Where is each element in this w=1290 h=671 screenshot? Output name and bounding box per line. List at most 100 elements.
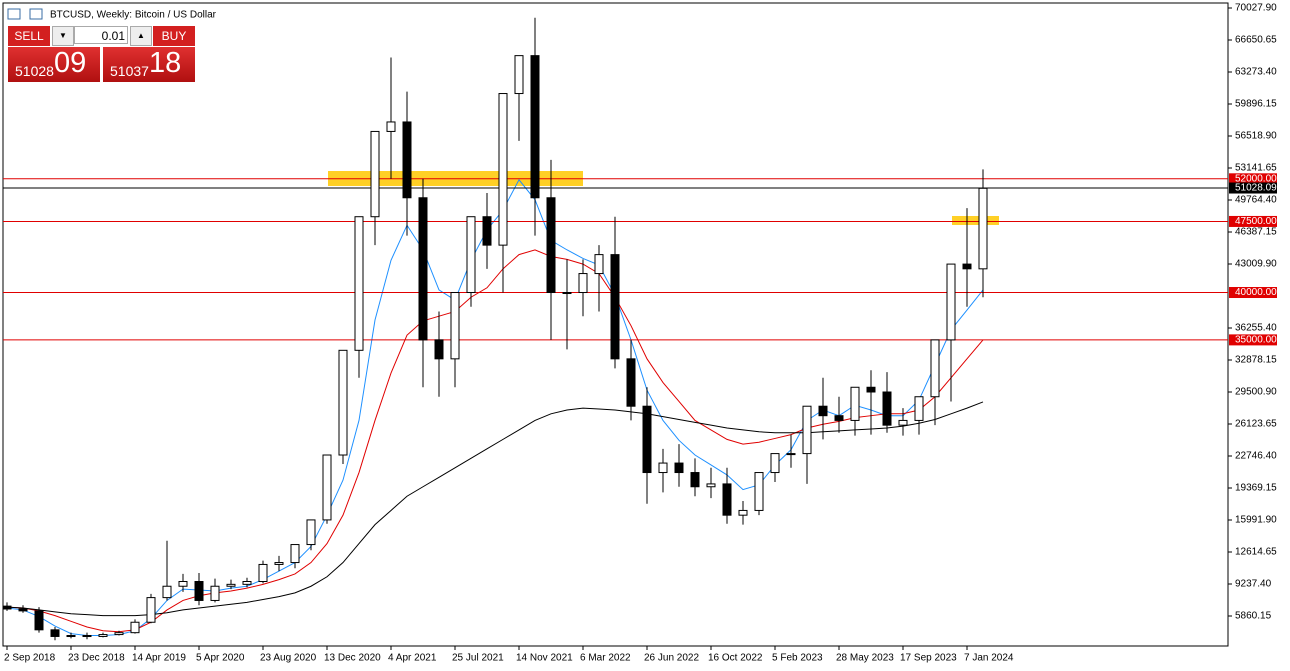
y-tick-label: 43009.90 — [1235, 259, 1277, 270]
candle-body — [898, 419, 908, 426]
x-tick-label: 13 Dec 2020 — [324, 653, 381, 664]
candle-body — [290, 544, 300, 564]
bid-main: 51028 — [15, 63, 54, 79]
candle-body — [594, 254, 604, 275]
candle-body — [754, 472, 764, 511]
y-tick-label: 63273.40 — [1235, 67, 1277, 78]
x-tick-label: 7 Jan 2024 — [964, 653, 1014, 664]
x-tick-label: 23 Dec 2018 — [68, 653, 125, 664]
x-tick-label: 23 Aug 2020 — [260, 653, 317, 664]
candle-body — [498, 93, 508, 246]
candle-body — [706, 483, 716, 488]
y-tick-label: 9237.40 — [1235, 579, 1272, 590]
buy-button[interactable]: BUY — [153, 26, 195, 46]
candle-body — [546, 197, 556, 294]
ask-main: 51037 — [110, 63, 149, 79]
x-tick-label: 4 Apr 2021 — [388, 653, 437, 664]
level-tag — [1229, 287, 1277, 299]
candle-body — [658, 462, 668, 474]
level-label: 47500.00 — [1235, 216, 1277, 227]
y-tick-label: 36255.40 — [1235, 323, 1277, 334]
candle-body — [562, 292, 572, 295]
increase-button[interactable]: ▲ — [130, 26, 152, 46]
candle-body — [98, 634, 108, 637]
y-tick-label: 53141.65 — [1235, 163, 1277, 174]
y-tick-label: 49764.40 — [1235, 195, 1277, 206]
ask-big: 18 — [149, 47, 182, 79]
level-label: 52000.00 — [1235, 173, 1277, 184]
y-tick-label: 26123.65 — [1235, 419, 1277, 430]
candle-body — [722, 483, 732, 516]
candle-body — [674, 462, 684, 474]
candle-body — [514, 55, 524, 95]
candle-body — [834, 415, 844, 421]
candle-body — [146, 597, 156, 623]
chart-icon[interactable] — [29, 8, 43, 20]
y-tick-label: 32878.15 — [1235, 355, 1277, 366]
sell-price[interactable]: 51028 09 — [8, 47, 100, 82]
x-tick-label: 2 Sep 2018 — [4, 653, 56, 664]
decrease-button[interactable]: ▼ — [52, 26, 74, 46]
candle-body — [450, 292, 460, 360]
x-tick-label: 5 Apr 2020 — [196, 653, 245, 664]
level-tag — [1229, 173, 1277, 185]
x-tick-label: 16 Oct 2022 — [708, 653, 763, 664]
y-tick-label: 22746.40 — [1235, 451, 1277, 462]
sell-button[interactable]: SELL — [8, 26, 50, 46]
x-tick-label: 17 Sep 2023 — [900, 653, 957, 664]
y-tick-label: 66650.65 — [1235, 35, 1277, 46]
x-tick-label: 6 Mar 2022 — [580, 653, 631, 664]
candle-body — [2, 605, 12, 610]
y-tick-label: 46387.15 — [1235, 227, 1277, 238]
moving-average — [6, 401, 984, 617]
x-tick-label: 14 Apr 2019 — [132, 653, 186, 664]
candle-body — [690, 472, 700, 488]
x-tick-label: 14 Nov 2021 — [516, 653, 573, 664]
candle-body — [610, 254, 620, 360]
candle-body — [530, 55, 540, 199]
moving-average — [6, 249, 984, 633]
candle-body — [274, 562, 284, 565]
menu-icon[interactable] — [7, 8, 21, 20]
candle-body — [962, 263, 972, 270]
candle-body — [818, 405, 828, 417]
y-tick-label: 29500.90 — [1235, 387, 1277, 398]
candle-body — [82, 635, 92, 638]
candle-body — [162, 585, 172, 599]
candle-body — [242, 581, 252, 585]
buy-price[interactable]: 51037 18 — [103, 47, 195, 82]
candle-body — [258, 563, 268, 583]
candle-body — [914, 396, 924, 421]
candle-body — [178, 581, 188, 587]
candle-body — [50, 629, 60, 637]
candle-body — [210, 585, 220, 601]
candle-body — [626, 358, 636, 407]
x-tick-label: 26 Jun 2022 — [644, 653, 699, 664]
candle-body — [482, 216, 492, 246]
volume-input[interactable]: 0.01 — [74, 26, 128, 44]
candle-body — [354, 216, 364, 351]
candle-body — [642, 405, 652, 474]
candle-body — [930, 339, 940, 398]
candle-body — [418, 197, 428, 341]
candle-body — [114, 632, 124, 636]
y-tick-label: 5860.15 — [1235, 611, 1272, 622]
candle-body — [370, 130, 380, 218]
y-tick-label: 15991.90 — [1235, 515, 1277, 526]
level-label: 40000.00 — [1235, 287, 1277, 298]
x-tick-label: 25 Jul 2021 — [452, 653, 504, 664]
y-tick-label: 70027.90 — [1235, 3, 1277, 14]
candle-body — [578, 273, 588, 294]
candle-body — [786, 453, 796, 456]
level-tag — [1229, 215, 1277, 227]
candle-body — [434, 339, 444, 360]
level-tag — [1229, 182, 1277, 194]
candle-body — [130, 621, 140, 634]
candle-body — [946, 263, 956, 341]
candle-body — [466, 216, 476, 294]
candle-body — [18, 608, 28, 612]
bid-big: 09 — [54, 47, 87, 79]
level-label: 51028.09 — [1235, 183, 1277, 194]
